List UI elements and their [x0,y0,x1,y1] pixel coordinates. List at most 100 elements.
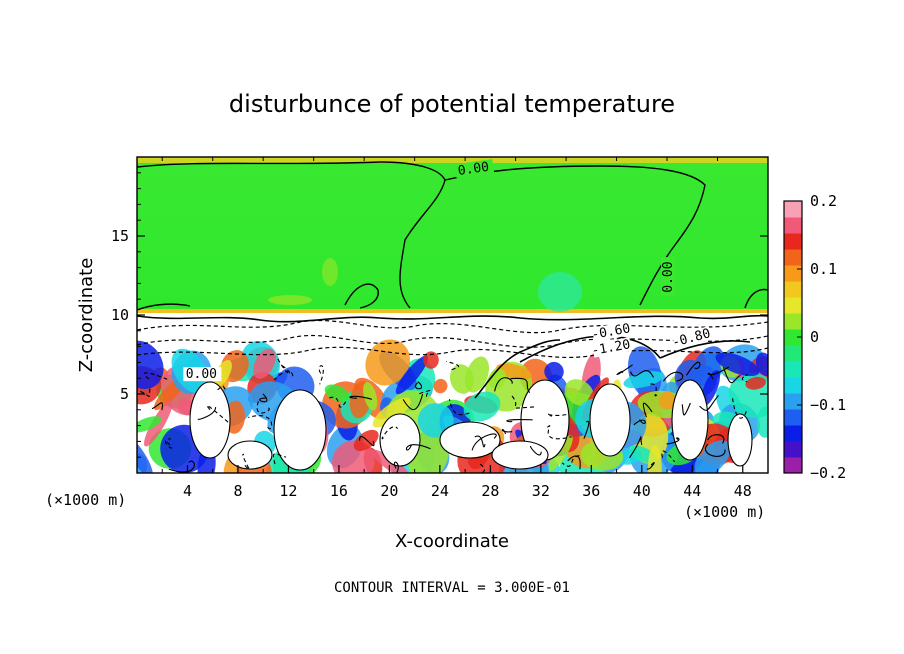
contour-label: 0.00 [186,367,217,382]
swirl-contour [642,402,653,418]
swirl-contour [329,396,347,408]
swirl-contour [217,385,227,391]
colorbar-swatch [784,233,802,250]
colorbar-swatch [784,393,802,410]
y-tick-label: 10 [111,306,129,324]
swirl-contour [448,399,470,416]
swirl-contour [273,370,294,380]
swirl-contour [567,455,581,470]
field-patch [745,376,766,390]
contour-label-bg [591,321,632,342]
x-tick-label: 44 [683,482,701,500]
x-tick-label: 16 [330,482,348,500]
plume-core [671,379,709,461]
swirl-contour [242,453,250,470]
field-patch [658,391,676,410]
y-tick-label: 5 [120,385,129,403]
colorbar-swatch [784,329,802,346]
colorbar-tick-label: −0.2 [810,464,846,482]
field-patch [395,355,428,395]
swirl-contour [143,372,168,380]
swirl-contour [248,415,273,430]
top-boundary-strip [137,157,768,163]
swirl-contour [415,381,423,390]
swirl-contour [402,393,424,411]
x-tick-label: 24 [431,482,449,500]
x-tick-label: 28 [481,482,499,500]
field-patch [564,379,594,407]
plume-core [727,413,753,467]
x-tick-label: 4 [183,482,192,500]
colorbar-tick-label: −0.1 [810,396,846,414]
field-patch [463,391,501,422]
swirl-contour [510,377,531,394]
colorbar-swatch [784,217,802,234]
swirl-contour [546,413,568,417]
colorbar-swatch [784,441,802,458]
swirl-contour [506,419,533,423]
plume-core [273,389,327,471]
swirl-contour [583,420,590,439]
swirl-contour [529,446,542,456]
swirl-contour [494,377,513,392]
colorbar-swatch [784,361,802,378]
swirl-contour [699,394,719,411]
plot-area [137,157,768,473]
x-tick-label: 32 [532,482,550,500]
swirl-contour [137,388,151,397]
interface-contour-band [137,319,768,359]
swirl-contour [629,370,654,378]
colorbar-swatch [784,345,802,362]
swirl-contour [731,396,747,419]
field-patch [371,449,411,473]
field-patch [253,348,276,379]
x-tick-label: 36 [582,482,600,500]
contour-label-bg [661,257,676,296]
colorbar: 0.2 0.1 0 −0.1 −0.2 [783,192,846,482]
plume-core [589,383,631,457]
swirl-contour [629,436,643,459]
swirl-contour [418,389,431,397]
x-tick-label: 40 [633,482,651,500]
swirl-contour [474,435,486,448]
x-unit-right: (×1000 m) [684,503,765,521]
swirl-contour [405,444,431,451]
contour-label: -0.60 [590,321,631,343]
swirl-contour [446,360,460,371]
swirl-contour [707,434,725,444]
x-tick-label: 48 [734,482,752,500]
y-axis-label: Z-coordinate [76,258,97,373]
swirl-contour [206,405,230,423]
swirl-contour [168,460,195,473]
swirl-contour [272,453,287,465]
swirl-contour [666,437,680,445]
swirl-contour [705,443,726,457]
swirl-contour [479,463,486,473]
upper-yellow-blob [322,258,338,286]
swirl-contour [616,364,633,376]
swirl-contour [741,374,748,383]
swirl-contour [381,426,399,440]
field-patch [363,382,378,411]
colorbar-swatch [784,409,802,426]
colorbar-tick-label: 0.2 [810,192,837,210]
field-patch [464,356,490,393]
swirl-contour [276,356,291,375]
swirl-contour [650,383,658,397]
colorbar-tick-label: 0 [810,328,819,346]
plume-core [227,440,273,470]
colorbar-swatch [784,201,802,218]
upper-yellow-blob-2 [268,295,312,305]
field-patch [548,435,573,471]
field-patch [755,352,768,377]
swirl-contour [686,361,701,376]
contour-label-bg [183,367,222,382]
swirl-contour [349,395,372,400]
x-axis-label: X-coordinate [395,531,509,552]
swirl-contour [256,401,270,414]
colorbar-swatch [784,249,802,266]
swirl-contour [259,393,268,403]
colorbar-swatch [784,281,802,298]
chart-title: disturbunce of potential temperature [229,90,675,118]
